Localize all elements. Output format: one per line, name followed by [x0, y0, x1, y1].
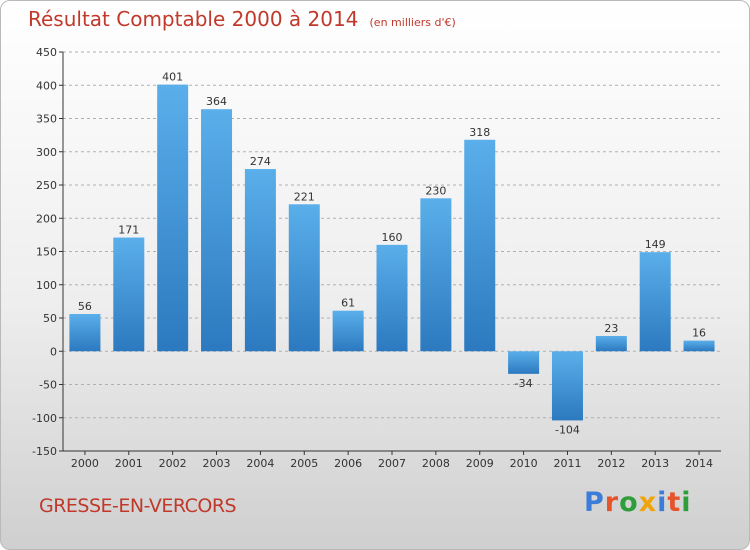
data-label: 230	[425, 184, 446, 197]
x-tick-label: 2012	[597, 457, 625, 470]
x-tick-label: 2001	[115, 457, 143, 470]
y-tick-label: 400	[36, 79, 57, 92]
x-tick-label: 2013	[641, 457, 669, 470]
y-tick-label: -50	[39, 379, 57, 392]
x-tick-label: 2005	[290, 457, 318, 470]
bar	[683, 340, 715, 352]
brand-letter: i	[657, 487, 668, 518]
y-tick-label: 450	[36, 46, 57, 59]
bar	[113, 237, 145, 352]
bar	[508, 351, 540, 374]
data-label: 56	[78, 300, 92, 313]
x-tick-label: 2014	[685, 457, 713, 470]
brand-logo: Proxiti	[584, 487, 692, 518]
data-label: 149	[645, 238, 666, 251]
bar	[595, 335, 627, 352]
brand-letter: r	[604, 487, 620, 518]
data-label: 318	[469, 126, 490, 139]
data-label: 61	[341, 297, 355, 310]
chart-unit: (en milliers d'€)	[369, 16, 456, 29]
bars	[69, 84, 715, 421]
x-tick-label: 2010	[510, 457, 538, 470]
x-tick-label: 2006	[334, 457, 362, 470]
bar	[464, 139, 496, 352]
bar	[420, 198, 452, 352]
data-label: -34	[515, 377, 533, 390]
y-tick-label: 200	[36, 212, 57, 225]
bar	[244, 169, 276, 352]
y-tick-label: 50	[43, 312, 57, 325]
x-tick-label: 2003	[203, 457, 231, 470]
bar	[376, 244, 408, 352]
data-label: 16	[692, 327, 706, 340]
chart-title-text: Résultat Comptable 2000 à 2014	[28, 7, 359, 31]
axes	[59, 51, 721, 455]
y-tick-label: -100	[32, 412, 57, 425]
chart-title: Résultat Comptable 2000 à 2014 (en milli…	[28, 7, 456, 31]
data-label: 171	[118, 224, 139, 237]
x-tick-label: 2000	[71, 457, 99, 470]
x-tick-label: 2009	[466, 457, 494, 470]
data-label: 364	[206, 95, 227, 108]
y-tick-label: -150	[32, 445, 57, 458]
brand-letter: P	[584, 487, 605, 518]
data-label: -104	[555, 423, 580, 436]
data-label: 274	[250, 155, 271, 168]
x-tick-label: 2008	[422, 457, 450, 470]
y-tick-label: 300	[36, 146, 57, 159]
bar	[332, 310, 364, 352]
y-tick-label: 100	[36, 279, 57, 292]
data-label: 23	[604, 322, 618, 335]
brand-letter: x	[638, 487, 658, 518]
place-name: GRESSE-EN-VERCORS	[39, 495, 237, 517]
bar	[551, 351, 583, 421]
y-tick-label: 250	[36, 179, 57, 192]
labels: -150 -100 -50 0 50 100 150 200 250 300 350 400 450 56…	[32, 46, 713, 470]
x-tick-label: 2007	[378, 457, 406, 470]
y-tick-label: 150	[36, 246, 57, 259]
bar	[69, 314, 101, 352]
bar	[201, 109, 233, 352]
bar	[288, 204, 320, 352]
x-tick-label: 2004	[246, 457, 274, 470]
brand-letter: t	[667, 487, 682, 518]
bar	[157, 84, 189, 352]
data-label: 160	[382, 231, 403, 244]
data-label: 221	[294, 190, 315, 203]
x-tick-label: 2002	[159, 457, 187, 470]
y-tick-label: 350	[36, 113, 57, 126]
x-tick-label: 2011	[553, 457, 581, 470]
bar	[639, 252, 671, 352]
data-label: 401	[162, 71, 183, 84]
brand-letter: i	[681, 487, 692, 518]
brand-letter: o	[619, 487, 639, 518]
y-tick-label: 0	[50, 345, 57, 358]
